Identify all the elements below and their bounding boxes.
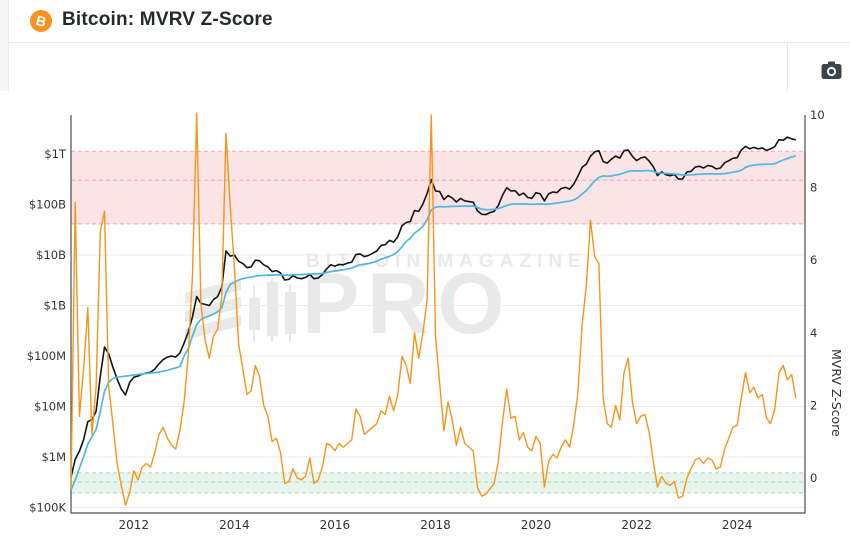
bitcoin-magazine-pro-logo-watermark: [185, 278, 303, 348]
chart-canvas[interactable]: $100K $1M $10M $100M $1B $10B $100B $1T 0 2 4 6 8 10 2…: [0, 91, 850, 546]
left-axis-tick-label: $1B: [43, 299, 66, 313]
x-axis-tick-label: 2014: [219, 518, 250, 532]
axis-spines: [70, 115, 806, 514]
right-axis-tick-label: 6: [810, 253, 817, 267]
toolbar: [9, 43, 850, 92]
bitcoin-logo-icon: B: [30, 10, 52, 32]
right-axis-tick-label: 8: [810, 181, 817, 195]
watermark-pro-text: PRO: [302, 256, 513, 352]
camera-icon[interactable]: [820, 61, 844, 81]
right-axis-tick-label: 2: [810, 398, 817, 412]
right-axis-tick-label: 4: [810, 326, 817, 340]
right-axis-tick-label: 10: [810, 108, 825, 122]
mvrv-chart[interactable]: BITCOIN MAGAZINE PRO $100K $1M $10M $100M $1…: [0, 91, 850, 546]
x-axis-tick-label: 2016: [320, 518, 351, 532]
camera-glyph: [821, 61, 842, 79]
left-axis-tick-label: $1M: [41, 450, 66, 464]
watermark-brand-text: BITCOIN MAGAZINE: [306, 251, 587, 272]
left-axis-tick-label: $10B: [36, 248, 66, 262]
right-axis-tick-label: 0: [810, 471, 817, 485]
green-zone: [71, 472, 805, 493]
x-axis-tick-label: 2022: [621, 518, 652, 532]
header: B Bitcoin: MVRV Z-Score: [9, 0, 850, 43]
x-axis-tick-label: 2024: [722, 518, 753, 532]
x-axis-tick-label: 2020: [521, 518, 552, 532]
left-axis-tick-label: $1T: [44, 147, 67, 161]
right-axis-title: MVRV Z-Score: [829, 349, 844, 437]
left-axis-tick-label: $100K: [29, 501, 66, 515]
mvrv-z-score-line[interactable]: [70, 112, 797, 506]
left-axis-tick-label: $100B: [29, 198, 66, 212]
x-axis-tick-label: 2018: [420, 518, 451, 532]
red-zone: [71, 151, 805, 224]
x-axis-tick-label: 2012: [119, 518, 150, 532]
page-title: Bitcoin: MVRV Z-Score: [62, 9, 273, 30]
toolbar-divider: [787, 43, 788, 91]
left-axis-tick-label: $10M: [34, 400, 66, 414]
market-cap-line[interactable]: [70, 136, 797, 478]
left-axis-tick-label: $100M: [27, 349, 66, 363]
